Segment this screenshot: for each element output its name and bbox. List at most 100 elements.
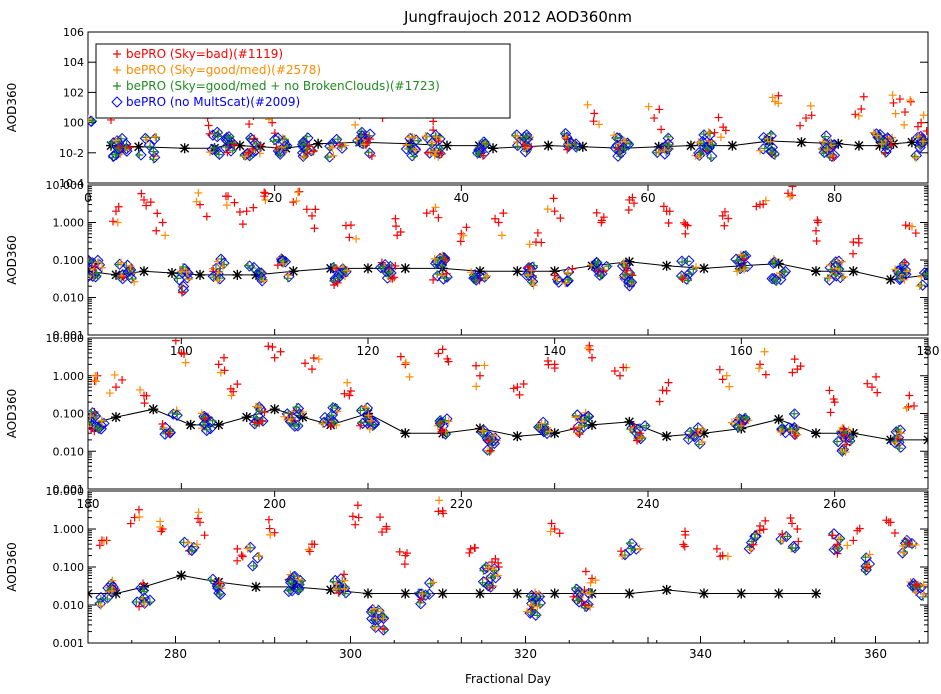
no-broken-clouds-point	[274, 135, 283, 144]
good-med-sky-point	[140, 600, 149, 609]
good-med-sky-point	[545, 427, 554, 436]
good-med-sky-point	[328, 143, 337, 152]
no-multscat-point	[820, 142, 833, 155]
no-multscat-point	[780, 530, 793, 543]
no-broken-clouds-point	[790, 409, 799, 418]
no-multscat-point	[410, 134, 422, 146]
good-med-sky-point	[834, 534, 843, 543]
no-broken-clouds-point	[751, 533, 760, 542]
good-med-sky-point	[618, 552, 627, 561]
bad-sky-point	[352, 234, 361, 243]
good-med-sky-point	[759, 525, 768, 534]
bad-sky-point	[378, 528, 387, 537]
good-med-sky-point	[294, 575, 303, 584]
good-med-sky-point	[284, 271, 293, 280]
bad-sky-point	[851, 110, 860, 119]
no-broken-clouds-point	[895, 444, 904, 453]
no-broken-clouds-point	[785, 424, 794, 433]
bad-sky-point	[788, 191, 797, 200]
no-broken-clouds-point	[642, 421, 651, 430]
bad-sky-point	[405, 372, 414, 381]
y-tick-label: 1.000	[53, 370, 85, 383]
bad-sky-point	[547, 519, 556, 528]
bad-sky-point	[868, 383, 876, 392]
bad-sky-point	[396, 352, 405, 361]
bad-sky-point	[622, 266, 631, 275]
bad-sky-point	[919, 111, 928, 120]
no-multscat-point	[730, 253, 742, 266]
plot-frame	[87, 337, 929, 490]
bad-sky-point	[577, 597, 586, 606]
good-med-sky-point	[318, 419, 327, 428]
no-broken-clouds-point	[523, 270, 532, 279]
no-multscat-point	[383, 265, 395, 277]
good-med-sky-point	[899, 548, 908, 557]
no-broken-clouds-point	[706, 153, 715, 162]
bad-sky-point	[354, 513, 363, 522]
bad-sky-point	[527, 142, 536, 151]
good-med-sky-point	[255, 551, 264, 560]
bad-sky-point	[854, 234, 863, 243]
good-med-sky-point	[151, 132, 160, 141]
no-broken-clouds-point	[300, 140, 309, 149]
no-multscat-point	[88, 270, 94, 283]
good-med-sky-point	[286, 414, 295, 423]
no-multscat-point	[701, 143, 713, 155]
reference-point	[176, 570, 187, 581]
good-med-sky-point	[873, 131, 882, 140]
x-tick-label: 320	[514, 647, 537, 661]
no-multscat-point	[177, 284, 190, 296]
good-med-sky-point	[531, 588, 540, 597]
plot-area	[88, 338, 928, 457]
y-tick-label: 0.100	[53, 254, 85, 267]
reference-point	[727, 140, 738, 151]
bad-sky-point	[146, 198, 155, 207]
good-med-sky-point	[537, 419, 546, 428]
good-med-sky-point	[428, 138, 437, 147]
no-multscat-point	[255, 271, 267, 284]
no-broken-clouds-point	[770, 258, 779, 267]
bad-sky-point	[429, 275, 438, 284]
no-multscat-point	[617, 142, 630, 154]
no-broken-clouds-point	[435, 420, 444, 429]
no-broken-clouds-point	[766, 129, 775, 138]
good-med-sky-point	[761, 370, 770, 379]
good-med-sky-point	[431, 147, 440, 156]
no-broken-clouds-point	[573, 596, 582, 605]
bad-sky-point	[681, 229, 690, 238]
bad-sky-point	[118, 375, 127, 384]
bad-sky-point	[470, 543, 479, 552]
y-tick-label: 1.000	[53, 523, 85, 536]
no-broken-clouds-point	[385, 268, 394, 277]
no-broken-clouds-point	[289, 572, 298, 581]
no-broken-clouds-point	[333, 135, 342, 144]
good-med-sky-point	[95, 541, 104, 550]
no-broken-clouds-point	[604, 262, 613, 271]
reference-point	[167, 268, 177, 279]
no-broken-clouds-point	[215, 589, 224, 598]
no-multscat-point	[832, 435, 844, 448]
no-broken-clouds-point	[483, 581, 492, 590]
good-med-sky-point	[533, 602, 542, 611]
no-broken-clouds-point	[834, 544, 843, 553]
no-multscat-point	[364, 147, 376, 159]
good-med-sky-point	[691, 263, 700, 272]
no-multscat-point	[481, 432, 494, 445]
no-multscat-point	[571, 409, 583, 421]
x-tick-label: 140	[543, 344, 566, 358]
bad-sky-point	[177, 288, 186, 297]
good-med-sky-point	[238, 220, 247, 229]
bad-sky-point	[813, 216, 822, 225]
reference-point	[549, 266, 560, 277]
good-med-sky-point	[716, 552, 725, 561]
good-med-sky-point	[877, 139, 886, 148]
x-tick-label: 260	[823, 497, 846, 511]
bad-sky-point	[367, 151, 376, 160]
reference-point	[325, 263, 336, 274]
reference-point	[400, 588, 411, 599]
bad-sky-point	[590, 109, 599, 118]
bad-sky-point	[400, 560, 409, 569]
no-broken-clouds-point	[916, 582, 925, 591]
bad-sky-point	[194, 188, 203, 197]
bad-sky-point	[842, 440, 851, 449]
